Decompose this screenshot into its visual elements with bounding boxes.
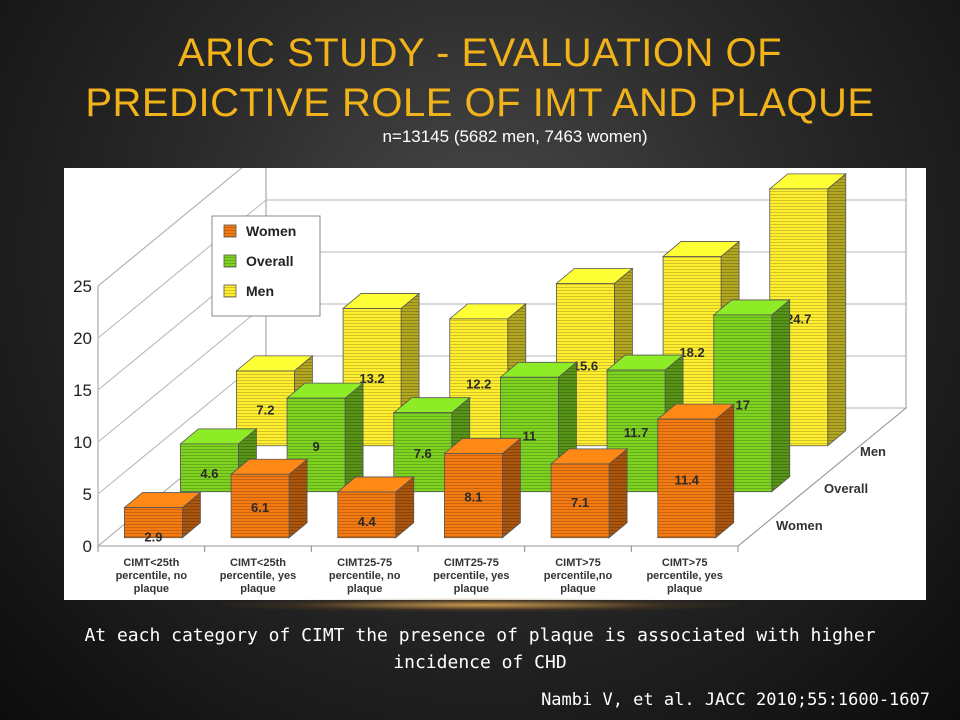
bar-side: [344, 382, 364, 493]
depth-axis-label: Women: [776, 518, 823, 533]
bar-front: [337, 491, 397, 539]
gridline: [97, 168, 243, 287]
slide-caption: At each category of CIMT the presence of…: [84, 625, 876, 673]
bar-side: [715, 403, 735, 539]
bar-front: [230, 473, 290, 539]
x-tick-label: percentile, yes: [433, 570, 509, 582]
y-tick-label: 0: [83, 537, 92, 556]
data-label: 18.2: [679, 345, 704, 360]
gridline: [97, 199, 906, 339]
bar-front: [550, 463, 610, 539]
y-tick-label: 15: [73, 381, 92, 400]
bar-women: 11.4: [656, 403, 735, 539]
x-tick-label: CIMT>75: [662, 557, 708, 569]
legend-label: Men: [246, 283, 274, 299]
bar-women: 7.1: [549, 448, 629, 539]
data-label: 11.4: [674, 472, 699, 487]
x-tick-label: CIMT>75: [555, 557, 601, 569]
bar-women: 4.4: [336, 476, 415, 539]
depth-axis-line: [737, 407, 907, 547]
legend-swatch: [223, 254, 237, 268]
bar-front: [124, 507, 183, 539]
depth-axis-label: Men: [860, 444, 886, 459]
data-label: 15.6: [573, 359, 598, 374]
data-label: 4.6: [200, 466, 218, 481]
bar-women: 8.1: [443, 437, 522, 539]
data-label: 9: [312, 439, 319, 454]
bar-side: [771, 299, 791, 493]
y-tick-label: 5: [83, 485, 92, 504]
x-tick-label: plaque: [347, 583, 382, 595]
bar-women: 2.9: [123, 491, 202, 545]
x-tick-label: percentile,no: [544, 570, 613, 582]
x-tick-label: CIMT<25th: [230, 557, 286, 569]
bar-front: [657, 418, 717, 539]
bar-overall: 4.6: [179, 428, 258, 493]
x-tick-label: plaque: [134, 583, 169, 595]
data-label: 7.2: [256, 402, 274, 417]
x-tick-label: CIMT25-75: [337, 557, 392, 569]
x-tick-label: percentile, no: [116, 570, 188, 582]
bar-side: [827, 172, 847, 447]
data-label: 8.1: [464, 490, 482, 505]
y-tick-label: 25: [73, 277, 92, 296]
x-tick-label: percentile, no: [329, 570, 401, 582]
bar-front: [236, 370, 295, 447]
slide-title-line2: PREDICTIVE ROLE OF IMT AND PLAQUE: [85, 81, 875, 125]
data-label: 24.7: [786, 311, 811, 326]
x-tick-label: CIMT25-75: [444, 557, 499, 569]
data-label: 11: [523, 429, 537, 444]
bar-front: [393, 412, 453, 493]
data-label: 2.9: [144, 530, 162, 545]
y-tick-label: 10: [73, 433, 92, 452]
bar-side: [608, 448, 628, 539]
x-tick-label: plaque: [560, 583, 595, 595]
bar-chart-3d: 0 5 10 15 20 25 7.2 13.2 12.2 15.6 18.2 24.7 4.6 9 7.6…: [64, 168, 926, 600]
x-tick-label: percentile, yes: [646, 570, 722, 582]
x-tick-label: plaque: [667, 583, 702, 595]
x-tick-label: plaque: [454, 583, 489, 595]
bar-men: 7.2: [235, 354, 314, 447]
citation: Nambi V, et al. JACC 2010;55:1600-1607: [541, 690, 930, 710]
data-label: 12.2: [466, 376, 491, 391]
bar-side: [502, 437, 521, 539]
data-label: 13.2: [359, 371, 384, 386]
data-label: 6.1: [251, 500, 269, 515]
legend-label: Women: [246, 223, 296, 239]
slide-title-line1: ARIC STUDY - EVALUATION OF: [177, 31, 783, 75]
data-label: 11.7: [624, 425, 649, 440]
x-tick-label: plaque: [240, 583, 275, 595]
legend-swatch: [223, 284, 237, 298]
legend-label: Overall: [246, 253, 293, 269]
x-tick-label: CIMT<25th: [123, 557, 179, 569]
bar-women: 6.1: [229, 458, 309, 539]
chart-subtitle: n=13145 (5682 men, 7463 women): [382, 127, 648, 146]
bar-front: [444, 453, 503, 539]
depth-axis-label: Overall: [824, 481, 868, 496]
data-label: 7.1: [571, 495, 589, 510]
bar-front: [180, 443, 239, 493]
data-label: 7.6: [414, 446, 432, 461]
data-label: 17: [736, 397, 750, 412]
legend-swatch: [223, 224, 237, 238]
decorative-glow: [220, 598, 740, 612]
legend: Women Overall Men: [211, 215, 321, 317]
y-tick-label: 20: [73, 329, 92, 348]
x-tick-label: percentile, yes: [220, 570, 296, 582]
data-label: 4.4: [358, 514, 377, 529]
